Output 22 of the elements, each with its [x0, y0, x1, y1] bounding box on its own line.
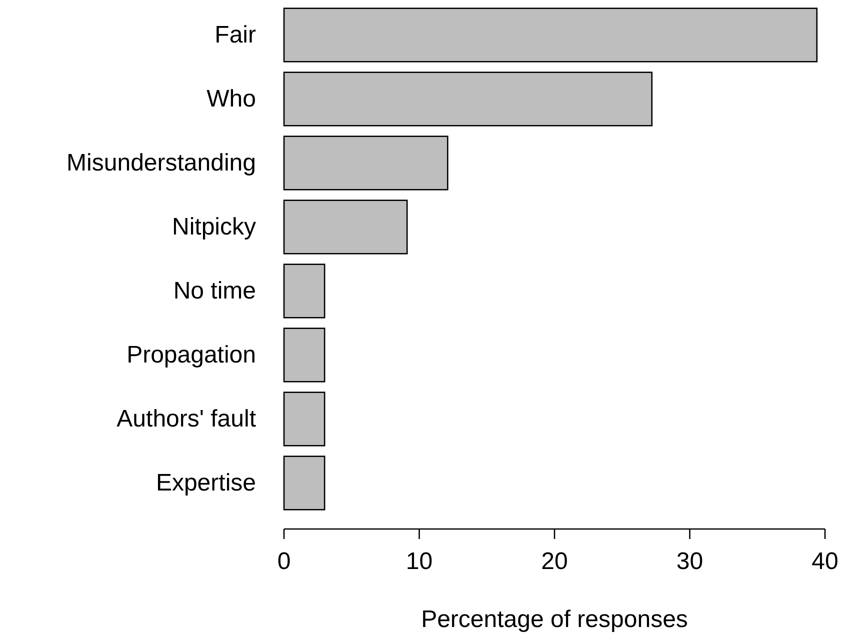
y-tick-label: Fair: [214, 22, 256, 48]
bar: [283, 200, 408, 254]
y-tick-label: Propagation: [126, 342, 256, 368]
y-tick-label: Nitpicky: [172, 214, 256, 240]
bar: [283, 72, 653, 126]
x-axis-title: Percentage of responses: [421, 606, 688, 633]
bar: [283, 264, 326, 318]
y-tick-label: Expertise: [156, 470, 256, 496]
y-tick-label: Authors' fault: [116, 406, 256, 432]
bar: [283, 456, 326, 510]
y-tick-label: Misunderstanding: [66, 150, 256, 176]
x-tick-label: 30: [676, 548, 704, 575]
bar: [283, 8, 818, 62]
bar: [283, 328, 326, 382]
bar: [283, 392, 326, 446]
x-tick-label: 20: [541, 548, 568, 575]
x-tick-label: 0: [277, 548, 291, 575]
y-tick-label: Who: [206, 86, 256, 112]
x-tick-label: 40: [812, 548, 838, 575]
y-tick-label: No time: [173, 278, 256, 304]
x-tick-label: 10: [406, 548, 433, 575]
bar: [283, 136, 448, 190]
